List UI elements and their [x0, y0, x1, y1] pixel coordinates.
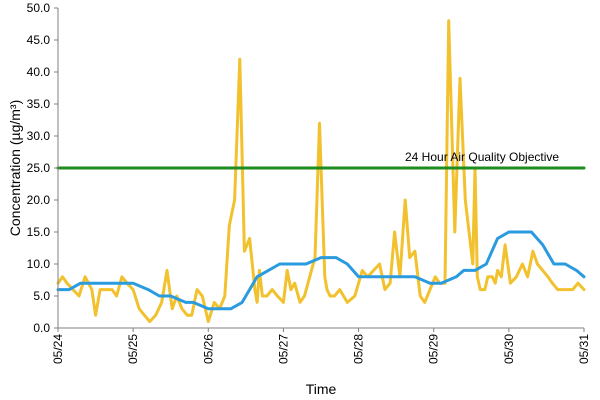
y-tick-label: 20.0: [27, 193, 51, 207]
y-tick-label: 25.0: [27, 161, 51, 175]
rolling-average-line: [56, 230, 586, 311]
x-tick-label: 05/31: [577, 334, 591, 364]
x-tick-label: 05/24: [51, 334, 65, 364]
x-axis-ticks: 05/24 05/25 05/26 05/27 05/28 05/29 05/30 05/31: [51, 328, 591, 364]
x-axis-title: Time: [306, 381, 337, 397]
y-tick-label: 35.0: [27, 97, 51, 111]
y-axis-title: Concentration (µg/m³): [7, 100, 23, 236]
y-tick-label: 10.0: [27, 257, 51, 271]
y-tick-label: 45.0: [27, 33, 51, 47]
y-tick-label: 5.0: [33, 289, 50, 303]
y-tick-label: 30.0: [27, 129, 51, 143]
x-tick-label: 05/29: [427, 334, 441, 364]
y-tick-label: 40.0: [27, 65, 51, 79]
y-tick-label: 0.0: [33, 321, 50, 335]
y-tick-label: 50.0: [27, 1, 51, 15]
x-tick-label: 05/26: [201, 334, 215, 364]
y-axis-ticks: 0.0 5.0 10.0 15.0 20.0 25.0 30.0 35.0 40.0 45.0 50…: [27, 1, 58, 335]
y-tick-label: 15.0: [27, 225, 51, 239]
x-tick-label: 05/28: [352, 334, 366, 364]
pm-concentration-line: [56, 19, 586, 324]
plot-lines: [56, 19, 586, 324]
x-tick-label: 05/27: [276, 334, 290, 364]
objective-annotation: 24 Hour Air Quality Objective: [405, 150, 559, 164]
x-tick-label: 05/25: [126, 334, 140, 364]
x-tick-label: 05/30: [502, 334, 516, 364]
